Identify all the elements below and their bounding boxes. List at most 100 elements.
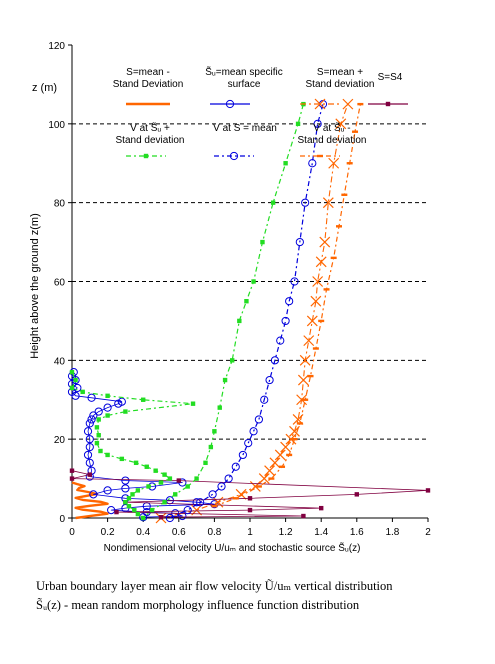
x-tick-label: 0.4	[136, 527, 150, 538]
data-point	[268, 477, 275, 480]
data-point	[249, 427, 258, 436]
data-point	[87, 393, 96, 402]
data-point	[346, 162, 353, 165]
data-point	[357, 102, 364, 106]
data-point	[342, 98, 354, 110]
legend-label: Stand deviation	[298, 135, 367, 146]
data-point	[83, 450, 93, 460]
data-point	[85, 442, 94, 452]
data-point	[141, 515, 146, 521]
data-point	[264, 465, 276, 477]
data-point	[260, 395, 269, 404]
x-tick-label: 1.6	[350, 527, 364, 538]
legend-label: V at S̃ᵤ -	[313, 121, 350, 134]
data-point	[222, 377, 228, 383]
data-point	[167, 476, 173, 481]
legend-label: Stand Deviation	[113, 79, 184, 90]
data-point	[312, 276, 324, 287]
x-tick-label: 2	[425, 527, 431, 538]
data-point	[230, 358, 235, 363]
data-point	[158, 480, 164, 485]
data-point	[303, 335, 315, 347]
data-point	[296, 422, 303, 425]
data-point	[85, 435, 94, 444]
legend-entry-1: S=mean -Stand Deviation	[113, 67, 184, 106]
data-point	[310, 295, 322, 307]
legend-label: S=mean -	[126, 67, 170, 78]
data-point	[141, 397, 146, 402]
data-point	[269, 457, 281, 469]
data-point	[190, 401, 196, 406]
data-point	[121, 484, 130, 493]
data-point	[203, 460, 208, 466]
data-point	[173, 492, 178, 497]
data-point	[307, 374, 314, 378]
data-point	[238, 450, 247, 460]
data-point	[315, 256, 327, 268]
legend-label: V at S̃ᵤ +	[130, 121, 170, 134]
legend: S=mean -Stand Deviation S̃ᵤ=mean specific…	[113, 65, 408, 161]
data-point	[162, 500, 167, 505]
data-point	[285, 433, 297, 445]
data-point	[322, 197, 334, 209]
x-tick-label: 0.6	[172, 527, 186, 538]
data-point	[302, 398, 309, 401]
data-point	[80, 389, 85, 395]
data-point	[208, 490, 217, 499]
data-point	[254, 415, 263, 424]
data-point	[336, 225, 342, 228]
y-tick-label: 60	[54, 278, 66, 289]
data-point	[330, 256, 337, 260]
series-4	[69, 468, 431, 520]
data-point	[144, 464, 149, 469]
data-point	[317, 154, 323, 158]
data-point	[89, 490, 98, 499]
data-point	[279, 465, 286, 468]
y-tick-label: 40	[54, 356, 66, 367]
caption-line-2: S̃ᵤ(z) - mean random morphology influenc…	[36, 598, 360, 612]
data-point	[135, 511, 141, 517]
legend-entry-3: S=mean +Stand deviation	[300, 67, 374, 110]
axes: 0 0.2 0.4 0.6 0.8 1 1.2 1.4 1.6 1.8 20204060801001…	[48, 41, 431, 538]
x-tick-label: 0.8	[207, 527, 221, 538]
data-point	[354, 492, 359, 497]
data-point	[69, 476, 75, 481]
data-point	[94, 440, 100, 446]
data-point	[114, 399, 123, 408]
data-point	[71, 391, 80, 400]
data-point	[96, 433, 101, 438]
y-tick-label: 120	[48, 41, 65, 52]
legend-label: V at S = mean	[213, 123, 277, 134]
series-7	[211, 102, 364, 508]
data-point	[385, 101, 391, 107]
legend-label: surface	[228, 79, 261, 90]
data-point	[341, 193, 348, 196]
x-tick-label: 0.2	[101, 527, 115, 538]
data-point	[225, 99, 235, 109]
data-point	[237, 318, 242, 324]
data-point	[135, 488, 141, 493]
y-tick-label: 20	[54, 435, 66, 446]
z-unit-label: z (m)	[32, 82, 57, 94]
data-point	[103, 403, 112, 412]
data-point	[285, 297, 294, 306]
data-point	[139, 513, 148, 522]
series-2	[67, 368, 219, 522]
data-point	[89, 411, 98, 420]
series-line	[71, 103, 304, 519]
legend-entry-6: V at S = mean	[213, 123, 277, 161]
data-point	[244, 299, 249, 304]
data-point	[281, 316, 290, 326]
data-point	[319, 505, 324, 511]
legend-label: S=S4	[378, 72, 403, 83]
data-point	[308, 159, 317, 168]
data-point	[217, 482, 226, 491]
data-point	[85, 458, 94, 467]
data-point	[274, 449, 286, 461]
data-point	[98, 448, 103, 454]
series-line	[71, 372, 215, 518]
data-point	[194, 476, 199, 481]
data-point	[255, 485, 262, 488]
data-point	[105, 452, 110, 458]
